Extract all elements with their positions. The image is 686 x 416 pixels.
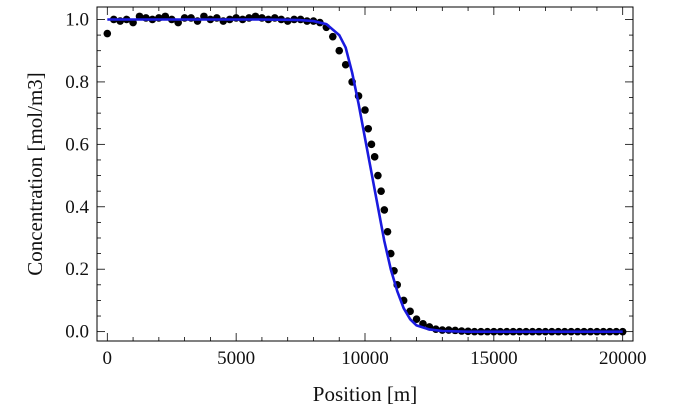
data-point — [380, 206, 389, 214]
fit-line-group — [107, 18, 623, 333]
x-tick-label: 10000 — [341, 348, 389, 369]
data-point — [618, 327, 627, 336]
data-points-group — [103, 12, 627, 336]
y-tick-label: 0.8 — [65, 72, 89, 93]
data-point — [406, 307, 414, 316]
y-tick-label: 0.2 — [65, 259, 89, 280]
data-point — [361, 106, 369, 114]
plot-frame — [96, 6, 634, 342]
data-point — [412, 315, 421, 323]
x-tick-label: 15000 — [470, 348, 518, 369]
data-point — [335, 46, 344, 55]
y-tick-label: 0.0 — [65, 322, 89, 343]
fit-line — [107, 18, 623, 333]
y-tick-label: 1.0 — [65, 9, 89, 30]
x-tick-label: 20000 — [599, 348, 647, 369]
x-tick-label: 0 — [103, 348, 113, 369]
data-point — [367, 140, 376, 149]
data-point — [364, 124, 373, 133]
y-axis-label: Concentration [mol/m3] — [23, 72, 47, 276]
x-axis-label: Position [m] — [313, 382, 417, 406]
data-point — [383, 227, 392, 236]
data-point — [377, 187, 385, 195]
data-point — [103, 29, 112, 38]
y-tick-label: 0.4 — [65, 197, 89, 218]
y-tick-label: 0.6 — [65, 134, 89, 155]
data-point — [370, 153, 379, 161]
data-point — [341, 60, 350, 69]
axis-ticks — [97, 7, 633, 341]
x-tick-label: 5000 — [217, 348, 255, 369]
data-point — [328, 32, 337, 41]
data-point — [374, 171, 382, 180]
tick-labels: 0 5000 10000 15000 20000 0.0 0.2 0.4 0.6 0.8 1.0 — [65, 9, 646, 369]
